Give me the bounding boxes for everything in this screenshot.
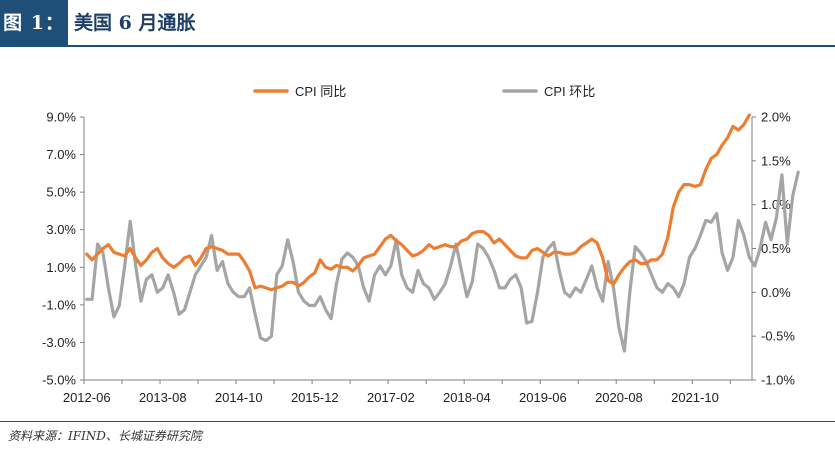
right-axis-tick-label: 0.5% (761, 241, 791, 256)
right-axis-tick-label: -1.0% (761, 373, 795, 388)
x-axis-tick-label: 2012-06 (63, 390, 111, 405)
footer-rule (0, 421, 835, 422)
right-axis-tick-label: -0.5% (761, 329, 795, 344)
left-axis-tick-label: 5.0% (46, 185, 76, 200)
right-axis-tick-label: 0.0% (761, 285, 791, 300)
series-line-cpi-mom (85, 170, 800, 353)
left-axis-tick-label: 9.0% (46, 110, 76, 125)
left-axis-tick-label: -3.0% (42, 335, 76, 350)
x-axis-tick-label: 2017-02 (367, 390, 415, 405)
figure-label: 图 1： (0, 0, 68, 46)
left-axis-tick-label: 3.0% (46, 222, 76, 237)
x-axis-tick-label: 2013-08 (139, 390, 187, 405)
x-axis-tick-label: 2021-10 (671, 390, 719, 405)
series-line-cpi-yoy (85, 113, 751, 292)
left-axis-tick-label: -5.0% (42, 373, 76, 388)
left-axis-tick-label: -1.0% (42, 297, 76, 312)
header-rule (0, 45, 835, 47)
x-axis-tick-label: 2019-06 (519, 390, 567, 405)
right-axis-tick-label: 1.5% (761, 153, 791, 168)
x-axis-tick-label: 2014-10 (215, 390, 263, 405)
cpi-line-chart: -5.0% -3.0% -1.0% 1.0% 3.0% 5.0% 7.0% 9.0% -1.0%… (42, 84, 800, 405)
x-axis-tick-label: 2020-08 (595, 390, 643, 405)
figure-title: 美国 6 月通胀 (74, 12, 196, 34)
source-note: 资料来源：IFIND、长城证券研究院 (8, 429, 202, 443)
legend-label-cpi-mom: CPI 环比 (544, 84, 595, 99)
right-axis-tick-label: 2.0% (761, 110, 791, 125)
left-axis-tick-label: 1.0% (46, 260, 76, 275)
legend-label-cpi-yoy: CPI 同比 (295, 84, 346, 99)
figure-header: 图 1： 美国 6 月通胀 (0, 0, 835, 47)
x-axis-tick-label: 2018-04 (443, 390, 491, 405)
left-axis-tick-label: 7.0% (46, 147, 76, 162)
x-axis-tick-label: 2015-12 (291, 390, 339, 405)
